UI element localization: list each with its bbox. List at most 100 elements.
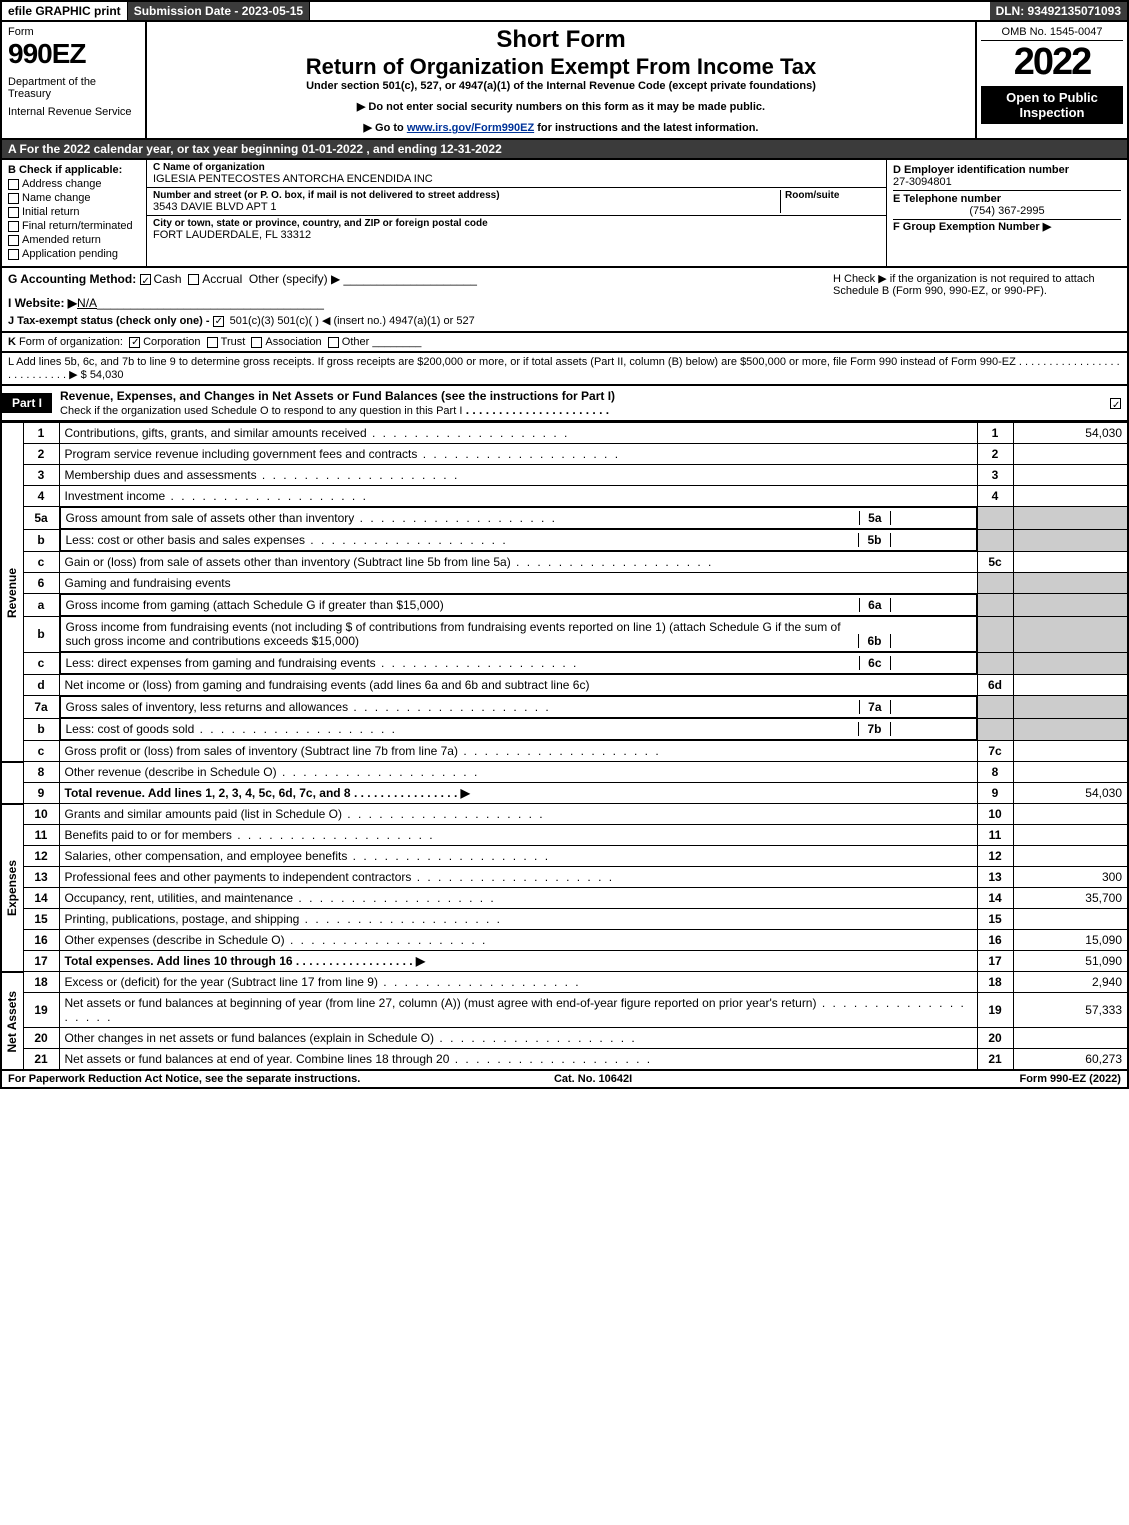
row-val: 15,090 (1013, 930, 1128, 951)
row-val: 57,333 (1013, 993, 1128, 1028)
mini-num: 6a (859, 598, 890, 612)
row-rn (977, 507, 1013, 530)
row-val (1013, 552, 1128, 573)
row-text: Gross amount from sale of assets other t… (66, 511, 860, 525)
check-accrual[interactable] (188, 274, 199, 285)
open-public-inspection: Open to Public Inspection (981, 86, 1123, 124)
row-num: 4 (23, 486, 59, 507)
row-text: Net income or (loss) from gaming and fun… (59, 675, 977, 696)
row-text: Total expenses. Add lines 10 through 16 … (59, 951, 977, 972)
row-text: Contributions, gifts, grants, and simila… (59, 423, 977, 444)
row-num: 13 (23, 867, 59, 888)
box-b: B Check if applicable: Address change Na… (2, 160, 147, 266)
check-corporation[interactable] (129, 337, 140, 348)
part-i-tag: Part I (2, 393, 52, 413)
row-num: 16 (23, 930, 59, 951)
row-rn: 15 (977, 909, 1013, 930)
city-value: FORT LAUDERDALE, FL 33312 (153, 229, 880, 241)
row-text: Salaries, other compensation, and employ… (59, 846, 977, 867)
check-association[interactable] (251, 337, 262, 348)
row-val (1013, 444, 1128, 465)
row-text: Other changes in net assets or fund bala… (59, 1028, 977, 1049)
row-val (1013, 909, 1128, 930)
check-schedule-o[interactable] (1110, 398, 1121, 409)
netassets-side-label: Net Assets (1, 972, 23, 1071)
row-val: 54,030 (1013, 783, 1128, 804)
check-initial-return[interactable]: Initial return (8, 206, 140, 218)
page-footer: For Paperwork Reduction Act Notice, see … (0, 1071, 1129, 1089)
short-form-title: Short Form (155, 26, 967, 54)
check-application-pending[interactable]: Application pending (8, 248, 140, 260)
row-text: Less: cost of goods sold (66, 722, 859, 736)
row-num: b (23, 616, 59, 652)
row-rn (977, 696, 1013, 719)
tel-value: (754) 367-2995 (893, 205, 1121, 217)
check-name-change[interactable]: Name change (8, 192, 140, 204)
row-rn (977, 594, 1013, 617)
row-num: c (23, 552, 59, 573)
group-exemption-label: F Group Exemption Number ▶ (893, 220, 1121, 233)
row-text: Benefits paid to or for members (59, 825, 977, 846)
check-501c3[interactable] (213, 316, 224, 327)
row-val (1013, 573, 1128, 594)
omb-number: OMB No. 1545-0047 (981, 26, 1123, 41)
info-box: B Check if applicable: Address change Na… (0, 160, 1129, 268)
check-trust[interactable] (207, 337, 218, 348)
check-final-return[interactable]: Final return/terminated (8, 220, 140, 232)
row-text: Membership dues and assessments (59, 465, 977, 486)
mini-num: 7a (859, 700, 890, 714)
row-text: Excess or (deficit) for the year (Subtra… (59, 972, 977, 993)
row-num: a (23, 594, 59, 617)
website-value: N/A (77, 296, 97, 310)
row-val (1013, 529, 1128, 552)
row-val (1013, 675, 1128, 696)
dln-label: DLN: 93492135071093 (990, 2, 1127, 20)
row-rn: 14 (977, 888, 1013, 909)
footer-left: For Paperwork Reduction Act Notice, see … (8, 1073, 360, 1085)
row-rn: 3 (977, 465, 1013, 486)
efile-label[interactable]: efile GRAPHIC print (2, 2, 128, 20)
city-label: City or town, state or province, country… (153, 218, 880, 229)
row-rn: 21 (977, 1049, 1013, 1071)
part-i-sub: Check if the organization used Schedule … (60, 405, 462, 417)
row-val (1013, 696, 1128, 719)
dept-label: Department of the Treasury (8, 76, 139, 100)
check-address-change[interactable]: Address change (8, 178, 140, 190)
row-val (1013, 846, 1128, 867)
addr-label: Number and street (or P. O. box, if mail… (153, 190, 780, 201)
top-bar: efile GRAPHIC print Submission Date - 20… (0, 0, 1129, 20)
irs-label: Internal Revenue Service (8, 106, 139, 118)
check-other-org[interactable] (328, 337, 339, 348)
footer-cat: Cat. No. 10642I (554, 1073, 632, 1085)
row-num: 5a (23, 507, 59, 530)
row-num: 7a (23, 696, 59, 719)
row-num: 12 (23, 846, 59, 867)
row-val (1013, 825, 1128, 846)
row-num: 18 (23, 972, 59, 993)
goto-pre: ▶ Go to (364, 122, 407, 134)
line-a: A For the 2022 calendar year, or tax yea… (0, 140, 1129, 160)
row-text: Investment income (59, 486, 977, 507)
form-label: Form (8, 26, 139, 38)
row-num: 3 (23, 465, 59, 486)
check-amended-return[interactable]: Amended return (8, 234, 140, 246)
mini-num: 5a (859, 511, 890, 525)
expenses-side-label: Expenses (1, 804, 23, 972)
row-rn: 17 (977, 951, 1013, 972)
row-num: 20 (23, 1028, 59, 1049)
row-text: Gross income from gaming (attach Schedul… (66, 598, 860, 612)
row-val: 35,700 (1013, 888, 1128, 909)
row-rn (977, 529, 1013, 552)
under-section: Under section 501(c), 527, or 4947(a)(1)… (155, 80, 967, 92)
row-rn: 5c (977, 552, 1013, 573)
row-num: 19 (23, 993, 59, 1028)
row-text: Total revenue. Add lines 1, 2, 3, 4, 5c,… (59, 783, 977, 804)
row-num: 17 (23, 951, 59, 972)
footer-right: Form 990-EZ (2022) (1019, 1073, 1120, 1085)
check-cash[interactable] (140, 274, 151, 285)
row-text: Grants and similar amounts paid (list in… (59, 804, 977, 825)
row-text: Other expenses (describe in Schedule O) (59, 930, 977, 951)
row-num: 15 (23, 909, 59, 930)
part-i-title: Revenue, Expenses, and Changes in Net As… (60, 389, 615, 403)
irs-link[interactable]: www.irs.gov/Form990EZ (407, 122, 534, 134)
